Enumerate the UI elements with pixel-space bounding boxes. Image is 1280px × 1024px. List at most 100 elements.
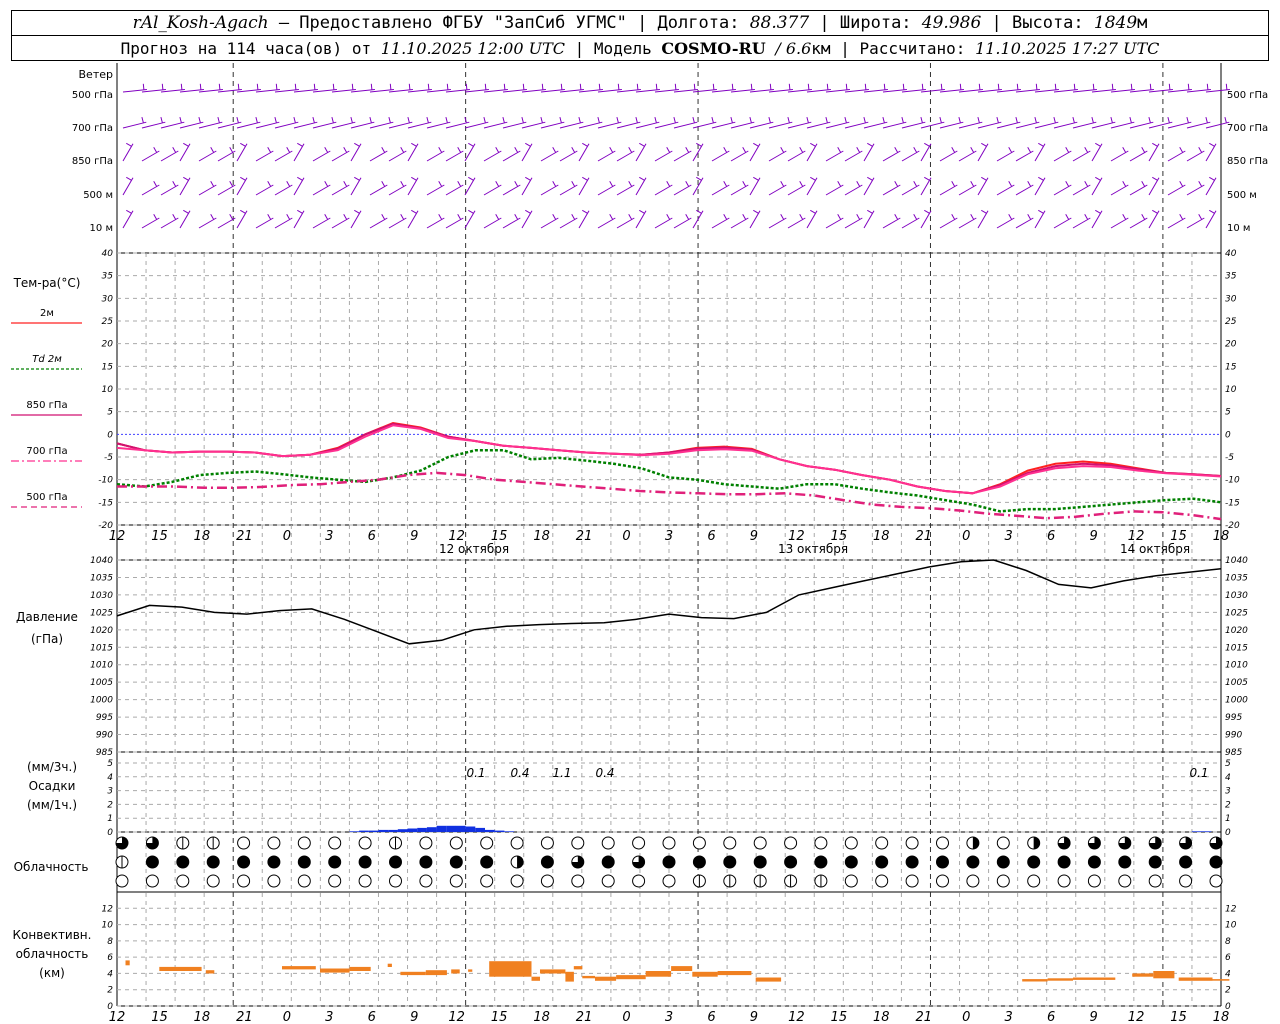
wind-barb-flag	[153, 147, 158, 153]
wind-barb	[445, 150, 464, 162]
cloud-fill	[116, 837, 128, 849]
wind-barb-flag	[400, 181, 405, 187]
wind-barb-flag	[332, 83, 335, 90]
wind-barb-flag	[571, 147, 576, 153]
wind-barb	[179, 89, 204, 93]
wind-barb-flag	[723, 147, 728, 153]
pressure-tick-label: 1010	[1225, 661, 1248, 671]
wind-barb	[502, 184, 521, 196]
wind-barb	[483, 150, 502, 162]
convective-bar	[400, 971, 426, 976]
temp-tick-label: -20	[1225, 521, 1240, 531]
wind-barb	[768, 184, 787, 196]
wind-barb-flag	[199, 83, 202, 90]
wind-barb-flag	[616, 116, 619, 124]
wind-barb	[141, 121, 166, 129]
wind-barb	[388, 89, 413, 93]
wind-barb-flag	[411, 176, 417, 181]
wind-barb-flag	[161, 83, 164, 90]
conv-tick-label: 12	[102, 904, 114, 914]
temperature-series-3	[116, 424, 1222, 495]
wind-barb-flag	[1209, 142, 1215, 147]
cloud-symbol	[571, 836, 585, 850]
wind-barb-flag	[723, 181, 728, 187]
wind-barb	[521, 121, 546, 129]
wind-barb	[1167, 89, 1192, 93]
hour-tick-label: 15	[831, 1010, 848, 1024]
wind-barb	[1053, 150, 1072, 162]
wind-barb	[1186, 184, 1205, 196]
wind-barb-flag	[294, 83, 297, 90]
convective-bar	[349, 966, 371, 971]
wind-barb	[787, 184, 806, 196]
wind-barb-flag	[1152, 176, 1158, 181]
wind-barb	[483, 184, 502, 196]
wind-barb-flag	[780, 147, 785, 153]
wind-barb	[711, 89, 736, 93]
wind-barb-flag	[514, 147, 519, 153]
cloud-symbol	[966, 855, 980, 869]
wind-barb	[122, 121, 147, 129]
hour-tick-label: 18	[873, 1010, 890, 1024]
wind-barb	[388, 150, 407, 162]
wind-barb-flag	[525, 176, 531, 181]
wind-barb	[616, 217, 635, 229]
temp-tick-label: 5	[1225, 408, 1231, 418]
cloud-symbol	[662, 855, 676, 869]
hour-tick-label: 15	[491, 1010, 508, 1024]
wind-barb-flag	[552, 147, 557, 153]
legend-t2m: 2м	[40, 308, 54, 319]
wind-barb	[331, 184, 350, 196]
cloud-symbol	[936, 855, 949, 869]
wind-barb	[426, 121, 451, 129]
temperature-title: Тем-ра(°С)	[13, 276, 81, 290]
wind-barb-flag	[183, 176, 189, 181]
wind-barb	[141, 217, 160, 229]
wind-barb	[236, 89, 261, 93]
wind-barb-flag	[153, 181, 158, 187]
wind-barb	[863, 89, 888, 93]
wind-barb	[312, 150, 331, 162]
wind-barb-flag	[845, 83, 848, 90]
latitude-value: 49.986	[921, 13, 982, 33]
wind-barb-flag	[313, 83, 316, 90]
convective-bar	[573, 966, 583, 970]
wind-barb	[217, 89, 242, 93]
wind-barb	[882, 89, 907, 93]
wind-barb-flag	[267, 214, 272, 220]
convective-bar	[320, 968, 350, 973]
cloud-symbol	[814, 836, 828, 850]
wind-barb	[673, 89, 698, 93]
wind-barb	[559, 217, 578, 229]
wind-barb-flag	[1186, 116, 1189, 124]
wind-barb-flag	[981, 209, 987, 214]
cloud-symbol	[1148, 855, 1162, 869]
hour-tick-label: 0	[962, 529, 970, 544]
wind-barb	[1091, 121, 1116, 129]
wind-barb	[160, 89, 185, 93]
wind-barb-flag	[924, 176, 930, 181]
cloud-symbol	[1179, 874, 1193, 888]
wind-barb-flag	[343, 147, 348, 153]
cloud-fill	[632, 856, 645, 868]
wind-barb	[198, 217, 217, 229]
pressure-tick-label: 1010	[90, 661, 113, 671]
wind-barb-flag	[711, 116, 714, 124]
wind-barb-flag	[1111, 83, 1114, 90]
pressure-line	[116, 559, 1222, 645]
wind-barb	[198, 89, 223, 93]
wind-barb	[939, 150, 958, 162]
precip-bar	[1201, 831, 1212, 832]
convective-bar	[755, 977, 782, 982]
wind-barb-flag	[1122, 181, 1127, 187]
precip-bar	[368, 830, 379, 832]
cloud-symbol	[1209, 874, 1223, 888]
wind-barb	[1205, 89, 1230, 93]
wind-barb	[369, 217, 388, 229]
wind-barb-flag	[1038, 209, 1044, 214]
wind-barb-flag	[1179, 181, 1184, 187]
conv-tick-label: 10	[102, 921, 114, 931]
wind-barb-flag	[571, 181, 576, 187]
wind-barb	[388, 121, 413, 129]
wind-barb	[768, 217, 787, 229]
